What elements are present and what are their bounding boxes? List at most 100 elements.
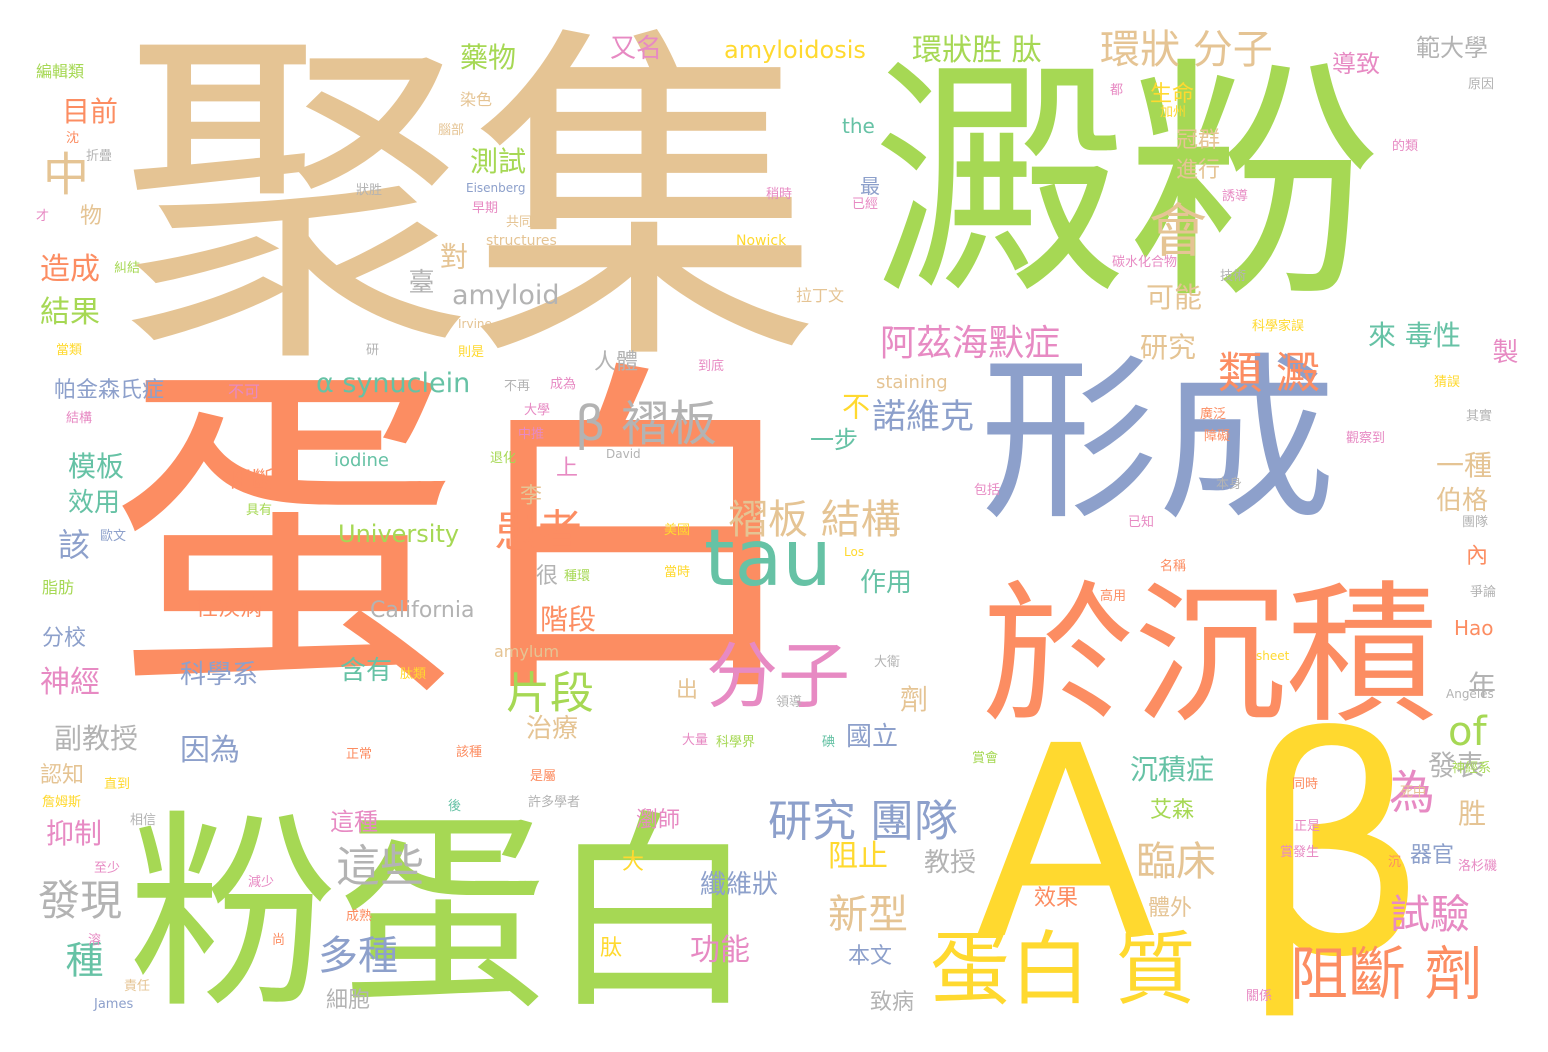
word-cloud-word: 本文 bbox=[848, 944, 893, 969]
word-cloud-word: 神經 bbox=[40, 665, 100, 700]
word-cloud-word: 生命 bbox=[1150, 82, 1195, 107]
word-cloud-word: 阻斷 bbox=[230, 468, 275, 493]
word-cloud-word: 至少 bbox=[94, 861, 121, 876]
word-cloud-word: 成為 bbox=[550, 377, 577, 392]
word-cloud-word: 神經系 bbox=[1452, 761, 1492, 776]
word-cloud-word: 結果 bbox=[40, 295, 100, 330]
word-cloud-word: 含有 bbox=[340, 656, 393, 686]
word-cloud-word: 詹姆斯 bbox=[42, 795, 82, 810]
word-cloud-word: 沈 bbox=[66, 131, 80, 146]
word-cloud-word: 對 bbox=[436, 242, 469, 270]
word-cloud-word: Irvine bbox=[458, 317, 492, 331]
word-cloud-word: 會 bbox=[1139, 200, 1207, 258]
word-cloud-word: 臨床 bbox=[1136, 839, 1216, 885]
word-cloud-word: 種 bbox=[59, 940, 103, 978]
word-cloud-word: 猜誤 bbox=[1434, 375, 1461, 390]
word-cloud-word: 腦部 bbox=[438, 123, 465, 138]
word-cloud-word: 蛋白 bbox=[110, 333, 810, 741]
word-cloud-word: α synuclein bbox=[316, 368, 471, 399]
word-cloud-word: 進行 bbox=[1176, 158, 1221, 183]
word-cloud-word: 製 bbox=[1488, 338, 1518, 364]
word-cloud-word: 沉 bbox=[1388, 855, 1402, 870]
word-cloud-word: 環狀胜 肽 bbox=[912, 33, 1042, 68]
word-cloud-word: 性疾病 bbox=[196, 596, 263, 621]
word-cloud-word: 艾森 bbox=[1150, 798, 1195, 823]
word-cloud-word: 爭論 bbox=[1470, 585, 1497, 600]
word-cloud-word: 大 bbox=[622, 850, 645, 875]
word-cloud-word: 新型 bbox=[828, 892, 908, 938]
word-cloud-word: 又名 bbox=[610, 34, 663, 64]
word-cloud-word: 瀏師 bbox=[636, 808, 681, 833]
word-cloud-word: 大學 bbox=[524, 403, 551, 418]
word-cloud-word: tau bbox=[704, 514, 832, 604]
word-cloud-word: 當時 bbox=[664, 565, 691, 580]
word-cloud-word: 洛杉磯 bbox=[1458, 859, 1498, 874]
word-cloud-word: 正是 bbox=[1294, 819, 1321, 834]
word-cloud-word: 於沉積 bbox=[982, 567, 1438, 744]
word-cloud-word: 模板 bbox=[68, 450, 125, 483]
word-cloud-word: 本身 bbox=[1216, 477, 1243, 492]
word-cloud-word: 效用 bbox=[68, 488, 121, 518]
word-cloud-word: 發現 bbox=[38, 876, 123, 925]
word-cloud-word: 目前 bbox=[62, 95, 119, 128]
word-cloud-word: 這種 bbox=[330, 808, 378, 836]
word-cloud-word: 科學系 bbox=[180, 660, 259, 690]
word-cloud-word: 誘導 bbox=[1222, 189, 1249, 204]
word-cloud-word: 諾維克 bbox=[872, 397, 974, 437]
word-cloud-word: 正常 bbox=[346, 747, 373, 762]
word-cloud-word: 認知 bbox=[40, 763, 85, 788]
word-cloud-word: 研究 團隊 bbox=[768, 796, 958, 847]
word-cloud-word: Nowick bbox=[736, 233, 787, 249]
word-cloud-word: 肽類 bbox=[400, 667, 427, 682]
word-cloud-word: amyloid bbox=[452, 280, 560, 311]
word-cloud-word: 階段 bbox=[540, 603, 597, 636]
word-cloud-word: 糾結 bbox=[114, 261, 141, 276]
word-cloud-word: 試驗 bbox=[1390, 892, 1470, 938]
word-cloud-word: 則是 bbox=[458, 345, 485, 360]
word-cloud-word: 不再 bbox=[504, 379, 531, 394]
word-cloud-word: 來 毒性 bbox=[1368, 319, 1461, 352]
word-cloud-word: 作用 bbox=[860, 568, 913, 598]
word-cloud-word: 片段 bbox=[506, 668, 594, 719]
word-cloud-word: 其實 bbox=[1466, 409, 1493, 424]
word-cloud-word: 死中 bbox=[1400, 785, 1427, 800]
word-cloud-word: 伯格 bbox=[1436, 486, 1489, 516]
word-cloud-word: 細胞 bbox=[326, 988, 371, 1013]
word-cloud-word: 早期 bbox=[472, 201, 499, 216]
word-cloud-word: 拉丁文 bbox=[796, 286, 845, 305]
word-cloud-word: 澱粉 bbox=[872, 37, 1383, 334]
word-cloud-word: James bbox=[94, 997, 134, 1012]
word-cloud-word: 許多學者 bbox=[528, 795, 581, 810]
word-cloud-word: 具有 bbox=[246, 503, 273, 518]
word-cloud-word: 一步 bbox=[810, 426, 858, 454]
word-cloud-word: 共同 bbox=[506, 215, 533, 230]
word-cloud-word: amylum bbox=[494, 642, 560, 661]
word-cloud-word: 責任 bbox=[124, 979, 151, 994]
word-cloud-word: 狀胜 bbox=[356, 183, 383, 198]
word-cloud-word: 纖維狀 bbox=[700, 870, 779, 900]
word-cloud-word: 折疊 bbox=[86, 149, 113, 164]
word-cloud-word: 粉蛋白 bbox=[128, 792, 759, 1037]
word-cloud-word: 阻止 bbox=[828, 839, 888, 874]
word-cloud-word: 範大學 bbox=[1416, 34, 1488, 62]
word-cloud-word: sheet bbox=[1256, 649, 1290, 663]
word-cloud-word: 體外 bbox=[1148, 896, 1193, 921]
word-cloud-word: 溶 bbox=[88, 933, 102, 948]
word-cloud-word: 阻斷 劑 bbox=[1290, 940, 1483, 1008]
word-cloud-word: staining bbox=[876, 372, 948, 393]
word-cloud-word: 上 bbox=[556, 456, 579, 481]
word-cloud-word: 該種 bbox=[456, 745, 483, 760]
word-cloud-word: 藥物 bbox=[460, 41, 517, 74]
word-cloud-word: 年 bbox=[1468, 669, 1497, 702]
word-cloud-word: 臺 bbox=[404, 268, 434, 294]
word-cloud-word: 已經 bbox=[852, 197, 879, 212]
word-cloud-word: University bbox=[338, 520, 460, 548]
word-cloud-word: 大衛 bbox=[874, 655, 901, 670]
word-cloud-word: 尚 bbox=[272, 933, 286, 948]
word-cloud-word: 的類 bbox=[1392, 139, 1419, 154]
word-cloud-word: 副教授 bbox=[54, 722, 139, 755]
word-cloud-word: structures bbox=[486, 233, 557, 249]
word-cloud-word: 李 bbox=[520, 484, 543, 509]
word-cloud-word: 後 bbox=[448, 799, 462, 814]
